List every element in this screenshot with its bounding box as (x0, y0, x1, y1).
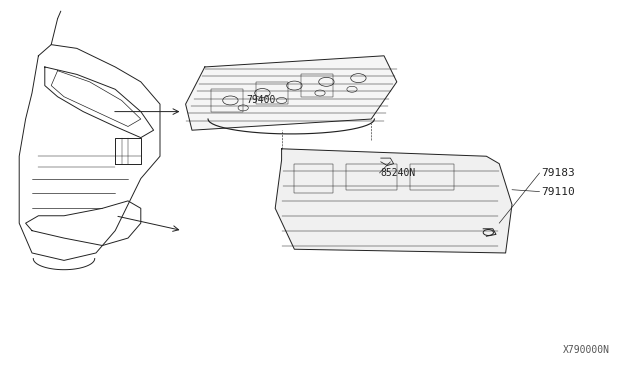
Polygon shape (186, 56, 397, 130)
Text: 85240N: 85240N (381, 168, 416, 178)
Bar (301, 74, 333, 97)
Bar (256, 82, 288, 104)
Text: 79183: 79183 (541, 168, 575, 178)
Bar (211, 89, 243, 112)
Bar (346, 164, 397, 190)
Text: 79110: 79110 (541, 187, 575, 196)
Text: X790000N: X790000N (563, 345, 610, 355)
Bar (410, 164, 454, 190)
Bar (294, 164, 333, 193)
Text: 79400: 79400 (246, 96, 276, 105)
Polygon shape (275, 149, 512, 253)
